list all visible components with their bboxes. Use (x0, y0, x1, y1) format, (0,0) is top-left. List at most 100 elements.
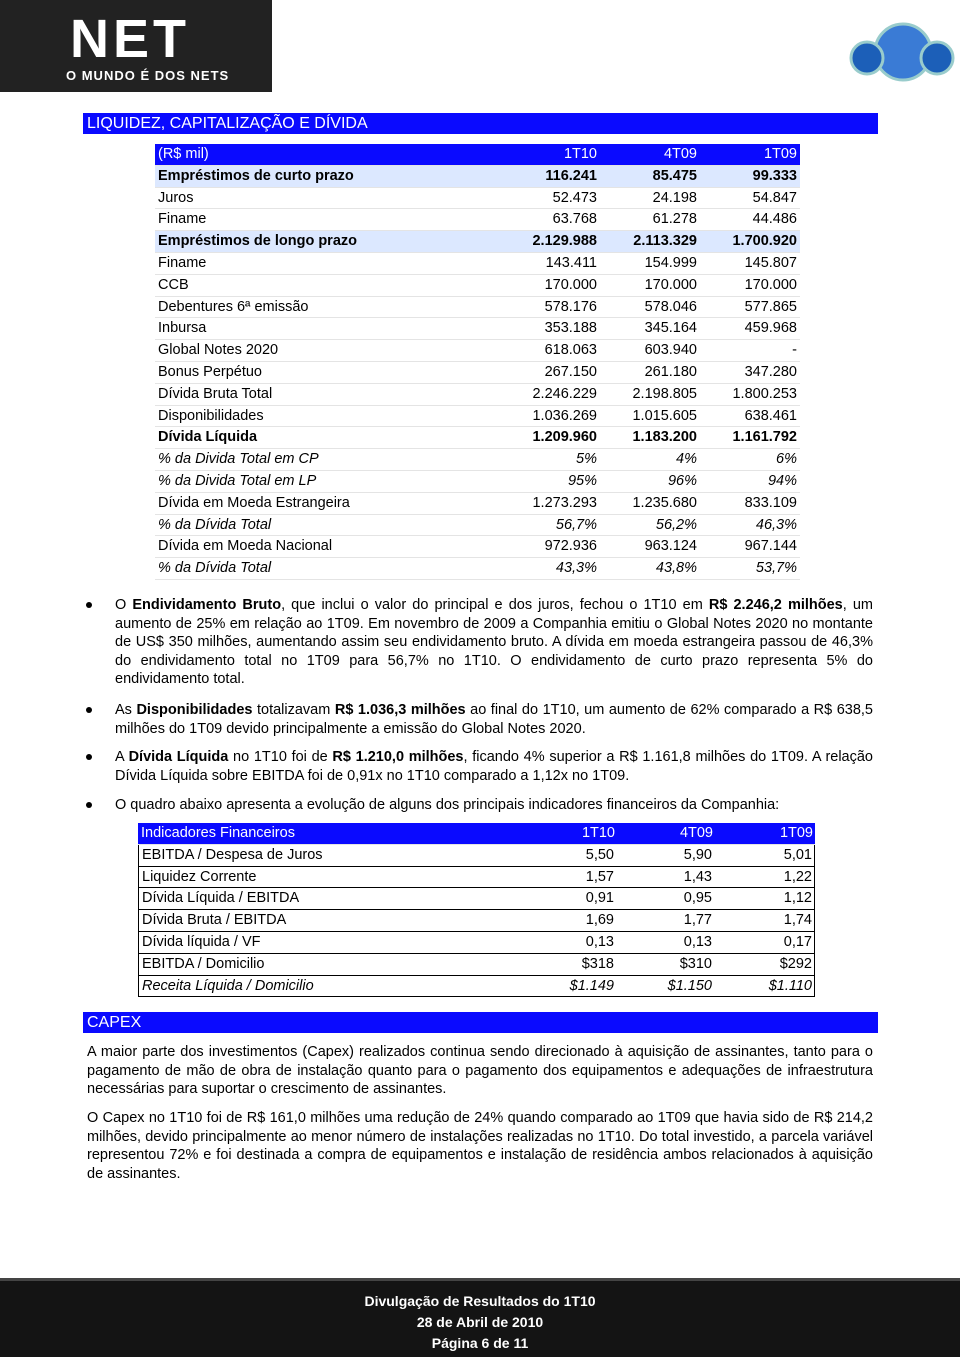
table-cell: 1.183.200 (632, 429, 697, 446)
table-cell: 963.124 (644, 538, 697, 555)
text: ao final do 1T10, um aumento de 62% comp… (115, 702, 873, 737)
table-cell: 967.144 (744, 538, 797, 555)
table-cell: $1.150 (667, 977, 712, 994)
table-cell: Dívida em Moeda Nacional (158, 538, 333, 555)
table-cell: 1.273.293 (532, 494, 597, 511)
capex-title: CAPEX (83, 1012, 878, 1033)
table-cell: 154.999 (644, 255, 697, 271)
text: O quadro abaixo apresenta a evolução de … (115, 797, 780, 813)
table-cell: 1,12 (783, 890, 812, 907)
icon (849, 22, 955, 82)
table-cell: 638.461 (744, 407, 797, 424)
table-cell: 1.700.920 (732, 233, 797, 250)
table-cell: EBITDA / Despesa de Juros (142, 846, 323, 863)
table-cell: 170.000 (644, 276, 697, 293)
table-row: Juros 52.473 24.198 54.847 (155, 187, 800, 210)
table-row: EBITDA / Despesa de Juros 5,50 5,90 5,01 (138, 844, 815, 867)
table-row: Dívida líquida / VF 0,13 0,13 0,17 (138, 932, 815, 954)
bold-text: Disponibilidades (136, 702, 253, 718)
table-cell: 56,7% (555, 516, 597, 533)
text: , um aumento de 25% em relação ao 1T09. … (115, 597, 874, 687)
table-cell: Debentures 6ª emissão (158, 298, 309, 315)
table-cell: 459.968 (744, 320, 797, 337)
table-cell: 1,69 (585, 912, 614, 929)
table-cell: 347.280 (744, 364, 797, 380)
table-row: Finame 143.411 154.999 145.807 (155, 253, 800, 275)
logo-text: NET (70, 9, 190, 69)
table-cell: Empréstimos de curto prazo (158, 167, 354, 184)
table-cell: 1.161.792 (732, 429, 797, 446)
table-cell: 4% (676, 451, 697, 468)
table-cell: 56,2% (655, 516, 697, 533)
text: no 1T10 foi de (228, 749, 333, 765)
table-cell: 1,77 (683, 912, 712, 929)
table-cell: 4T09 (663, 146, 697, 162)
table-row: % da Dívida Total 56,7% 56,2% 46,3% (155, 514, 800, 537)
table-cell: 0,13 (683, 934, 712, 950)
bold-text: R$ 1.036,3 milhões (334, 702, 466, 718)
table-row: Receita Líquida / Domicilio $1.149 $1.150 $… (138, 975, 815, 998)
table-cell: 618.063 (544, 342, 597, 359)
bullet-text: As Disponibilidades totalizavam R$ 1.036… (115, 701, 873, 738)
table-cell: Finame (158, 211, 207, 228)
table-cell: 2.246.229 (532, 385, 597, 402)
table-cell: 577.865 (744, 298, 797, 315)
table-cell: 1T10 (581, 825, 615, 841)
table-cell: Finame (158, 255, 207, 271)
table-cell: Dívida em Moeda Estrangeira (158, 494, 350, 511)
table-cell: 85.475 (652, 167, 697, 184)
table-cell: EBITDA / Domicilio (142, 955, 265, 972)
text: As (115, 702, 137, 718)
table-cell: Disponibilidades (158, 407, 264, 424)
table-cell: Receita Líquida / Domicilio (142, 977, 314, 994)
table-cell: 6% (776, 451, 797, 468)
paragraph: A maior parte dos investimentos (Capex) … (87, 1044, 873, 1097)
footer-line: Divulgação de Resultados do 1T10 (364, 1293, 596, 1309)
table-cell: 1,57 (585, 868, 614, 885)
table-cell: % da Divida Total em LP (158, 473, 317, 489)
table-cell: 833.109 (744, 494, 797, 511)
table-cell: 43,8% (655, 560, 697, 577)
table-cell: 0,13 (585, 934, 614, 950)
table-cell: 54.847 (752, 189, 797, 206)
table-cell: 0,91 (585, 890, 614, 907)
table-cell: 0,17 (783, 934, 812, 950)
table-cell: $1.149 (569, 977, 614, 994)
bold-text: Endividamento Bruto (132, 597, 282, 613)
bold-text: Dívida Líquida (128, 749, 229, 765)
text: A (115, 749, 129, 765)
footer-line: 28 de Abril de 2010 (416, 1314, 544, 1330)
table-row: Dívida Líquida / EBITDA 0,91 0,95 1,12 (138, 888, 815, 911)
table-cell: 61.278 (652, 211, 697, 228)
table-row: Bonus Perpétuo 267.150 261.180 347.280 (155, 362, 800, 384)
section-title: LIQUIDEZ, CAPITALIZAÇÃO E DÍVIDA (83, 113, 878, 134)
table-cell: 603.940 (644, 342, 697, 359)
table-cell: 170.000 (744, 276, 797, 293)
table-cell: 345.164 (644, 320, 697, 337)
table-cell: Empréstimos de longo prazo (158, 233, 357, 250)
bold-text: R$ 1.210,0 milhões (332, 749, 464, 765)
table-cell: 0,95 (683, 890, 712, 907)
table-cell: 1,43 (683, 868, 712, 885)
table-cell: 94% (767, 473, 797, 489)
table-cell: 2.198.805 (632, 385, 697, 402)
table-cell: CCB (158, 276, 189, 293)
table-row: % da Dívida Total 43,3% 43,8% 53,7% (155, 558, 800, 580)
table-cell: 1T09 (763, 146, 797, 162)
table-cell: $318 (581, 955, 614, 972)
table-cell: 5,90 (683, 846, 712, 863)
table-cell: Inbursa (158, 320, 207, 337)
table-cell: Dívida Bruta Total (158, 385, 273, 402)
table-cell: 46,3% (755, 516, 797, 533)
bullet-dot (86, 707, 92, 713)
text: , ficando 4% superior a R$ 1.161,8 milhõ… (115, 749, 873, 784)
table-cell: Indicadores Financeiros (141, 825, 295, 841)
table-row: Dívida Bruta Total 2.246.229 2.198.805 1.80… (155, 383, 800, 406)
footer: Divulgação de Resultados do 1T10 28 de A… (0, 1278, 960, 1357)
table-row: CCB 170.000 170.000 170.000 (155, 274, 800, 297)
bold-text: R$ 2.246,2 milhões (708, 597, 843, 613)
table-cell: 143.411 (545, 255, 597, 271)
table-row: % da Divida Total em LP 95% 96% 94% (155, 471, 800, 493)
table-cell: % da Dívida Total (158, 560, 272, 577)
table-cell: 5,01 (783, 846, 812, 863)
